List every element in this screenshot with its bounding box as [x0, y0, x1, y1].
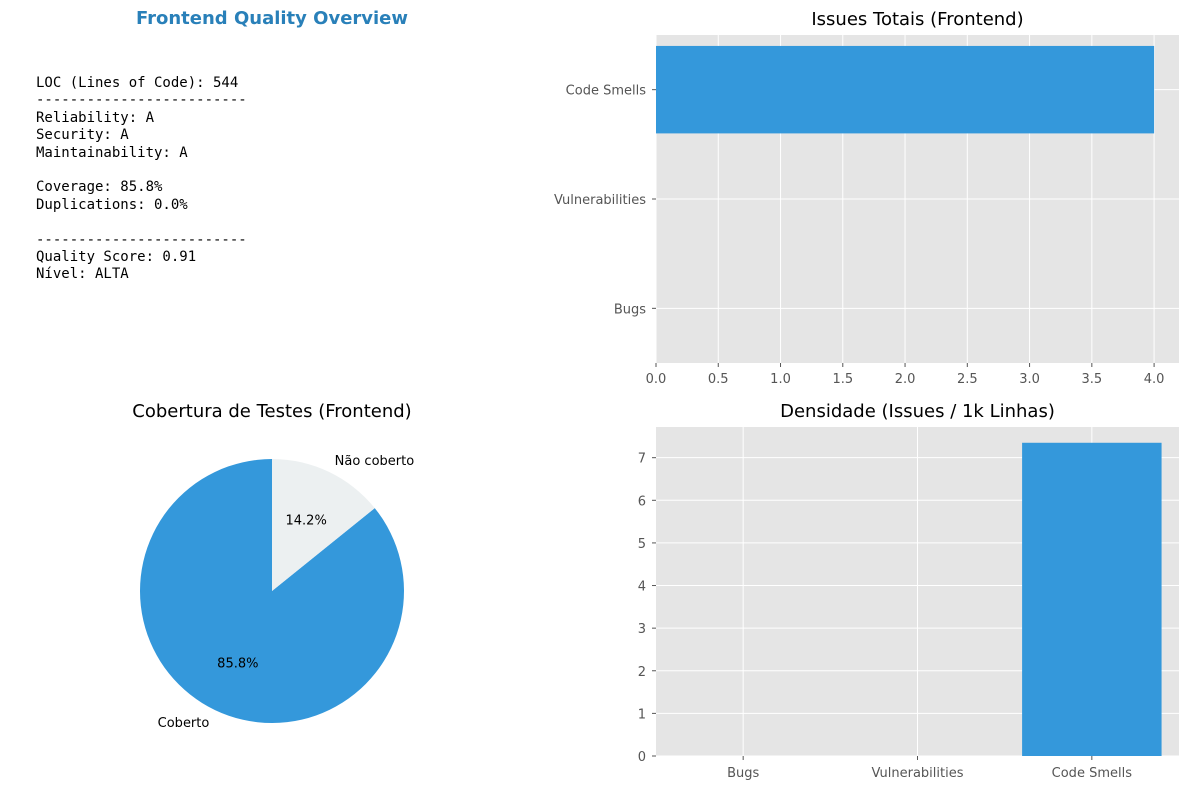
bar-code-smells: [656, 45, 1155, 134]
y-tick-label: Vulnerabilities: [554, 193, 646, 208]
summary-title: Frontend Quality Overview: [135, 8, 409, 29]
x-tick-label: 1.0: [770, 372, 791, 387]
x-tick-label: 4.0: [1144, 372, 1165, 387]
summary-panel: Frontend Quality Overview LOC (Lines of …: [0, 0, 544, 390]
x-tick-label: 2.5: [957, 372, 978, 387]
x-tick-label: 2.0: [895, 372, 916, 387]
summary-text: LOC (Lines of Code): 544 ---------------…: [36, 75, 247, 283]
x-tick-label: 0.0: [646, 372, 667, 387]
x-tick-label: 3.5: [1081, 372, 1102, 387]
density-chart-title: Densidade (Issues / 1k Linhas): [780, 401, 1055, 422]
x-tick-label: 0.5: [708, 372, 729, 387]
x-tick-label: 3.0: [1019, 372, 1040, 387]
y-tick-label: Code Smells: [566, 84, 647, 99]
coverage-chart-title: Cobertura de Testes (Frontend): [132, 401, 412, 422]
x-tick-label: 1.5: [832, 372, 853, 387]
issues-chart-title: Issues Totais (Frontend): [811, 9, 1024, 30]
y-tick-label: Bugs: [614, 302, 646, 317]
